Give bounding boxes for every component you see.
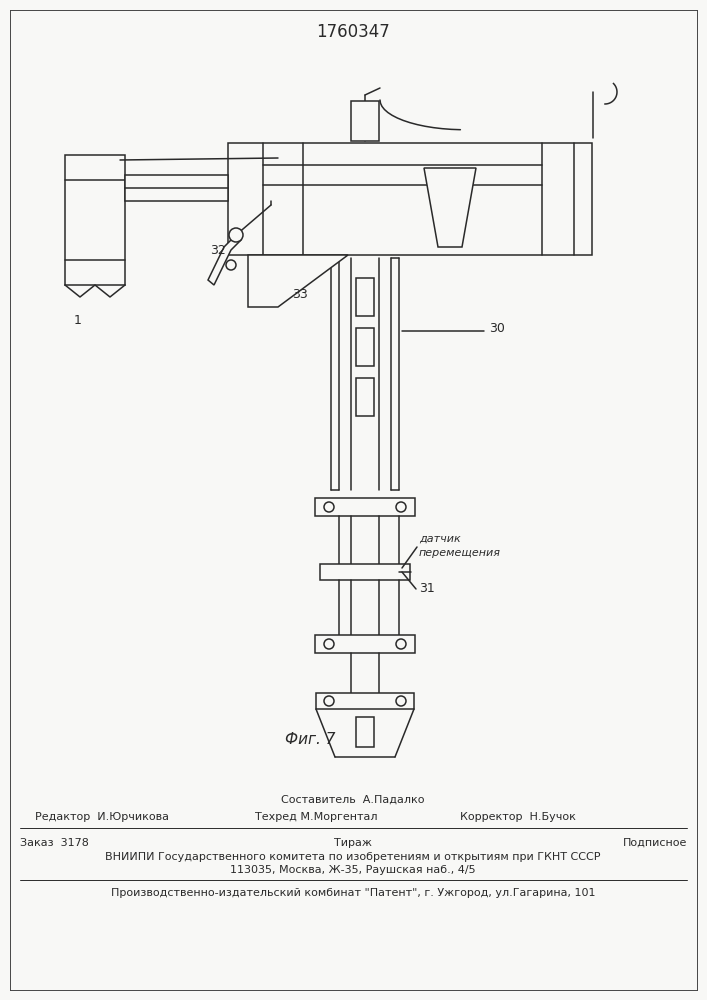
- Bar: [356, 378, 374, 416]
- Text: Составитель  А.Падалко: Составитель А.Падалко: [281, 795, 425, 805]
- Circle shape: [324, 696, 334, 706]
- Text: Редактор  И.Юрчикова: Редактор И.Юрчикова: [35, 812, 169, 822]
- Circle shape: [396, 696, 406, 706]
- Circle shape: [324, 639, 334, 649]
- Text: 30: 30: [489, 322, 505, 334]
- Text: 1760347: 1760347: [316, 23, 390, 41]
- Circle shape: [396, 502, 406, 512]
- Bar: [125, 175, 228, 201]
- Bar: [315, 635, 415, 653]
- Text: Корректор  Н.Бучок: Корректор Н.Бучок: [460, 812, 576, 822]
- Text: Производственно-издательский комбинат "Патент", г. Ужгород, ул.Гагарина, 101: Производственно-издательский комбинат "П…: [111, 888, 595, 898]
- Bar: [65, 155, 125, 285]
- Text: 31: 31: [419, 582, 435, 595]
- Bar: [315, 239, 415, 253]
- Polygon shape: [208, 235, 241, 285]
- Text: датчик: датчик: [419, 534, 461, 544]
- Text: Заказ  3178: Заказ 3178: [20, 838, 89, 848]
- Text: ВНИИПИ Государственного комитета по изобретениям и открытиям при ГКНТ СССР: ВНИИПИ Государственного комитета по изоб…: [105, 852, 601, 862]
- Polygon shape: [248, 255, 348, 307]
- Polygon shape: [424, 168, 476, 247]
- Text: Фиг. 7: Фиг. 7: [285, 732, 335, 748]
- Text: 1: 1: [74, 314, 82, 326]
- Text: 33: 33: [292, 288, 308, 302]
- Text: Подписное: Подписное: [623, 838, 687, 848]
- Bar: [316, 693, 414, 709]
- Bar: [228, 143, 592, 255]
- Circle shape: [396, 639, 406, 649]
- Circle shape: [229, 228, 243, 242]
- Circle shape: [324, 502, 334, 512]
- Bar: [320, 564, 410, 580]
- Text: Техред М.Моргентал: Техред М.Моргентал: [255, 812, 378, 822]
- Bar: [351, 101, 379, 141]
- Text: 32: 32: [210, 243, 226, 256]
- Text: 113035, Москва, Ж-35, Раушская наб., 4/5: 113035, Москва, Ж-35, Раушская наб., 4/5: [230, 865, 476, 875]
- Bar: [315, 498, 415, 516]
- Bar: [356, 328, 374, 366]
- Text: Тираж: Тираж: [334, 838, 372, 848]
- Text: перемещения: перемещения: [419, 548, 501, 558]
- Bar: [356, 717, 374, 747]
- Bar: [356, 278, 374, 316]
- Circle shape: [226, 260, 236, 270]
